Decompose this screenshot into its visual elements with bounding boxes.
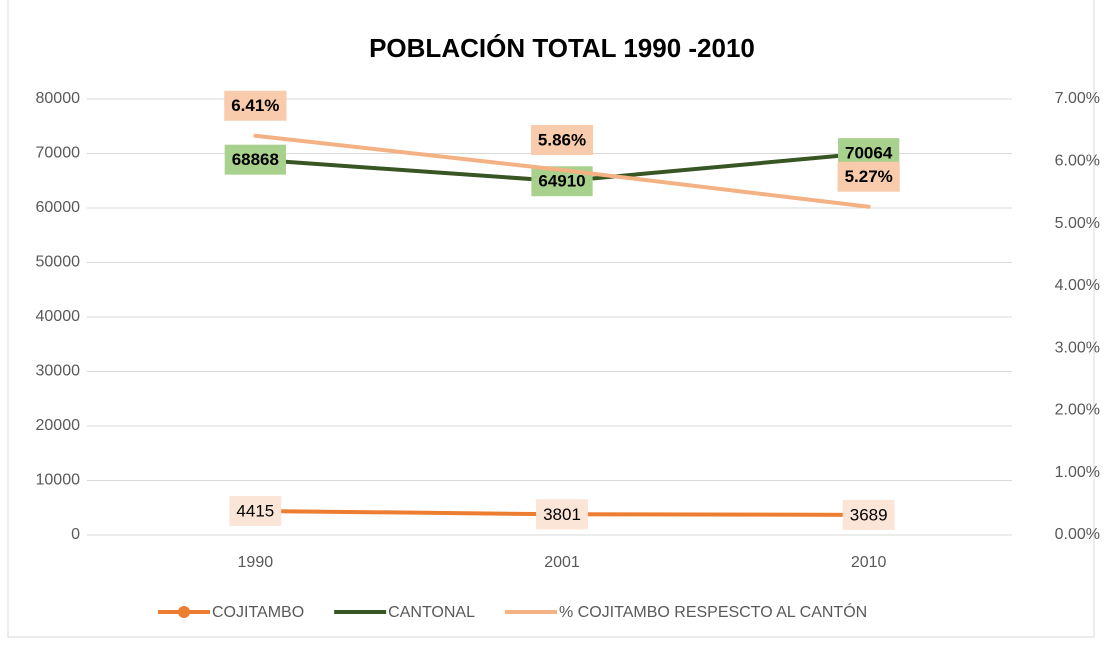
y2-tick-label: 4.00% [1055,277,1100,294]
y-tick-label: 10000 [36,472,81,489]
data-label-bg [842,499,895,530]
legend-label: % COJITAMBO RESPESCTO AL CANTÓN [559,602,867,621]
y-tick-label: 50000 [36,254,81,271]
x-tick-label: 2010 [851,554,887,571]
chart-title: POBLACIÓN TOTAL 1990 -2010 [369,33,755,63]
data-label: 3801 [543,505,581,524]
x-tick-label: 2001 [544,554,580,571]
y-tick-label: 40000 [36,308,81,325]
data-label: 68868 [232,150,279,169]
data-label: 6.41% [231,96,279,115]
data-label-bg [224,144,286,175]
y-tick-label: 0 [71,526,80,543]
data-label: 70064 [845,144,893,163]
y2-tick-label: 2.00% [1055,402,1100,419]
y2-tick-label: 7.00% [1055,90,1100,107]
chart-frame [7,0,1095,638]
legend-label: CANTONAL [388,604,475,621]
data-label: 5.27% [845,167,893,186]
data-label-bg [837,161,900,192]
data-label: 5.86% [538,130,586,149]
y-tick-label: 70000 [36,145,81,162]
y2-tick-label: 3.00% [1055,339,1100,356]
data-label-bg [536,499,588,530]
y2-tick-label: 6.00% [1055,153,1100,170]
data-label-bg [224,90,287,121]
y2-tick-label: 1.00% [1055,464,1100,481]
y-tick-label: 30000 [36,363,81,380]
y-tick-label: 60000 [36,199,81,216]
data-label: 4415 [236,501,274,520]
series-line [253,133,871,209]
y-tick-label: 80000 [36,90,81,107]
data-label: 64910 [538,172,585,191]
legend-marker [178,606,190,618]
data-label-bg [229,495,282,526]
x-tick-label: 1990 [238,554,274,571]
y2-tick-label: 5.00% [1055,215,1100,232]
legend-label: COJITAMBO [212,604,304,621]
y2-tick-label: 0.00% [1055,526,1100,543]
data-label-bg [530,125,594,156]
y-tick-label: 20000 [36,417,81,434]
data-label: 3689 [850,505,888,524]
